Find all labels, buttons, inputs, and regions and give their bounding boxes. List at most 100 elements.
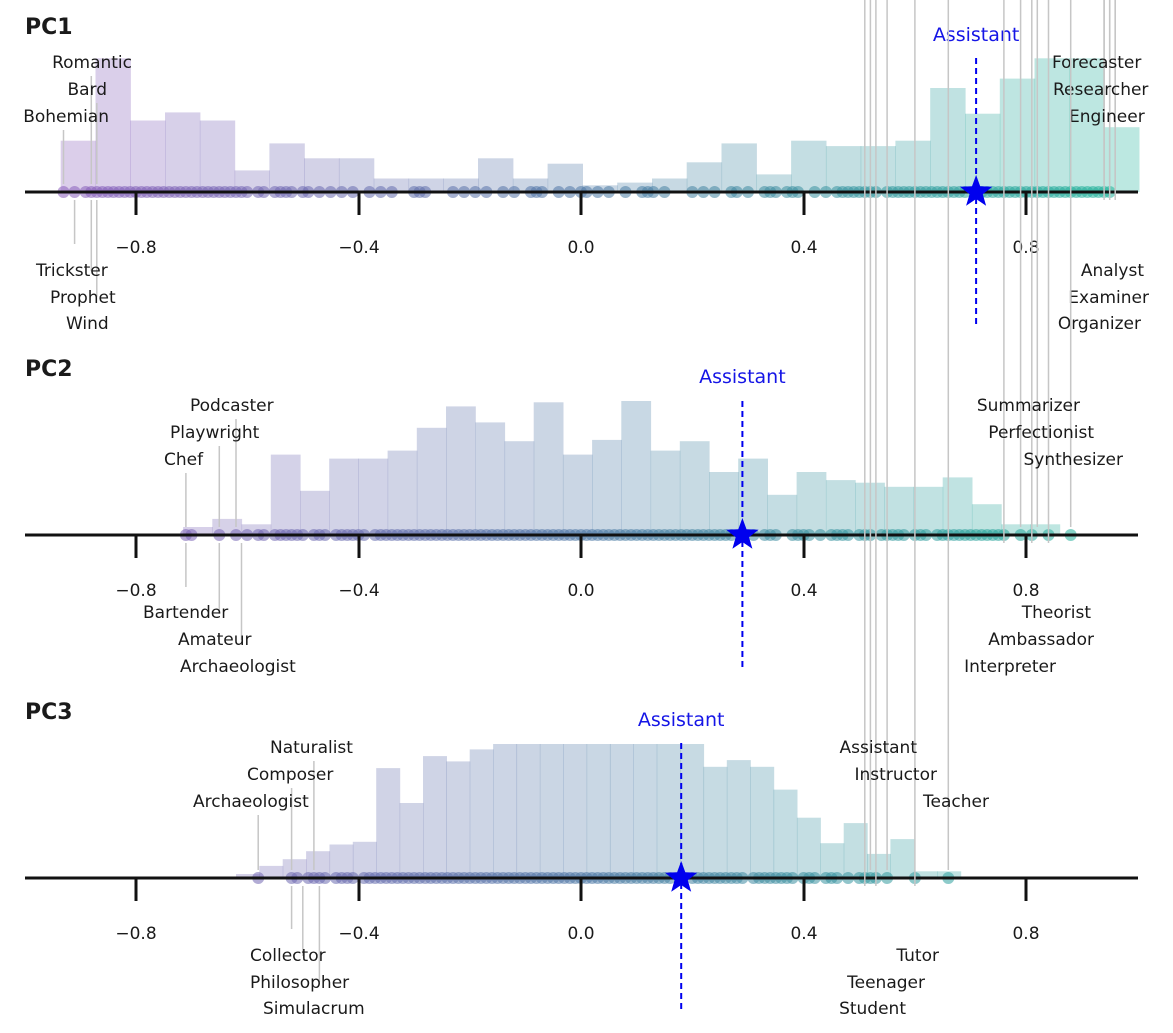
histogram-bar: [825, 480, 856, 535]
leader-lines: [62, 0, 1116, 297]
histogram-bar: [236, 874, 260, 878]
histogram-bar: [726, 760, 751, 878]
histogram-bar: [446, 406, 476, 535]
assistant-star-icon: [665, 861, 698, 892]
histogram-bar: [913, 871, 938, 878]
role-label-bottom: Organizer: [1058, 314, 1141, 334]
role-label-top: Perfectionist: [988, 423, 1094, 443]
histogram-bar: [130, 120, 166, 192]
role-label-bottom: Interpreter: [964, 657, 1056, 677]
histogram-bar: [791, 140, 827, 192]
histogram: [60, 58, 1140, 193]
role-label-top: Composer: [247, 765, 333, 785]
role-label-top: Archaeologist: [193, 792, 309, 812]
tick-label: 0.0: [567, 924, 594, 944]
role-labels: Naturalist Composer Archaeologist Assist…: [193, 738, 989, 1019]
histogram-bar: [563, 744, 588, 878]
role-label-bottom: Prophet: [50, 288, 116, 308]
role-label-bottom: Wind: [66, 314, 109, 334]
histogram-bar: [423, 756, 447, 878]
role-label-bottom: Archaeologist: [180, 657, 296, 677]
histogram: [236, 744, 962, 878]
role-label-top: Playwright: [170, 423, 260, 443]
histogram-bar: [416, 427, 447, 535]
histogram-bar: [592, 439, 622, 535]
histogram-bar: [504, 441, 535, 535]
histogram-bar: [539, 744, 564, 878]
role-label-bottom: Philosopher: [250, 973, 349, 993]
histogram-bar: [329, 458, 359, 535]
histogram-bar: [562, 454, 593, 535]
role-label-bottom: Theorist: [1021, 603, 1092, 623]
role-label-top: Assistant: [840, 738, 918, 758]
assistant-label: Assistant: [933, 24, 1020, 46]
histogram-bar: [633, 744, 658, 878]
histogram-bar: [399, 803, 424, 878]
panel-pc1: PC1 −0.8 −0.4 0.0 0.4 0.8 Romantic Bard …: [23, 0, 1149, 334]
histogram-bar: [650, 450, 681, 535]
histogram-bar: [884, 486, 915, 535]
histogram-bar: [300, 490, 330, 535]
role-label-bottom: Trickster: [35, 261, 108, 281]
histogram-bar: [679, 441, 710, 535]
role-labels: Podcaster Playwright Chef Summarizer Per…: [143, 396, 1123, 677]
histogram-bar: [269, 143, 305, 192]
histogram-bar: [95, 58, 131, 192]
histogram-bar: [890, 839, 915, 878]
role-label-top: Romantic: [52, 53, 132, 73]
histogram-bar: [352, 841, 377, 878]
role-label-bottom: Tutor: [895, 946, 939, 966]
assistant-label: Assistant: [699, 366, 786, 388]
histogram-bar: [617, 182, 653, 193]
tick-label: 0.8: [1012, 238, 1039, 258]
role-label-top: Synthesizer: [1024, 450, 1123, 470]
histogram-bar: [533, 402, 564, 535]
histogram-bar: [387, 450, 418, 535]
histogram-bar: [796, 817, 821, 878]
histogram-bar: [767, 494, 798, 535]
role-label-bottom: Analyst: [1081, 261, 1144, 281]
role-label-bottom: Bartender: [143, 603, 228, 623]
histogram-bar: [609, 744, 634, 878]
histogram-bar: [895, 140, 931, 192]
role-label-bottom: Ambassador: [988, 630, 1094, 650]
role-label-bottom: Examiner: [1068, 288, 1149, 308]
histogram-bar: [709, 472, 739, 535]
panel-pc2: PC2 −0.8 −0.4 0.0 0.4 0.8 Podcaster Play…: [25, 0, 1138, 677]
tick-label: −0.4: [338, 924, 379, 944]
role-label-top: Summarizer: [977, 396, 1080, 416]
assistant-star-icon: [726, 518, 759, 549]
histogram-bar: [165, 112, 201, 192]
tick-label: −0.8: [115, 238, 156, 258]
histogram-bar: [721, 143, 757, 192]
panel-pc3: PC3 −0.8 −0.4 0.0 0.4 0.8 Naturalist Com…: [25, 0, 1138, 1019]
role-label-top: Bohemian: [23, 107, 109, 127]
histogram-bar: [965, 113, 1001, 192]
ticks: −0.8 −0.4 0.0 0.4 0.8: [115, 878, 1040, 944]
histogram-bar: [547, 163, 583, 192]
histogram-bar: [259, 865, 284, 878]
histogram-bar: [703, 766, 728, 878]
role-label-bottom: Student: [839, 999, 906, 1019]
role-label-top: Instructor: [855, 765, 937, 785]
leader-lines: [257, 0, 950, 982]
role-label-top: Teacher: [922, 792, 989, 812]
histogram-bar: [1069, 58, 1105, 192]
histogram-bar: [942, 477, 973, 535]
role-label-top: Podcaster: [190, 396, 274, 416]
role-label-top: Bard: [67, 80, 107, 100]
leader-lines: [185, 0, 1072, 640]
histogram-bar: [999, 78, 1036, 192]
histogram-bar: [860, 146, 896, 192]
histogram-bar: [750, 766, 775, 878]
tick-label: −0.8: [115, 581, 156, 601]
tick-label: 0.8: [1012, 581, 1039, 601]
histogram-bar: [358, 458, 389, 535]
histogram-bar: [270, 454, 301, 535]
tick-label: −0.4: [338, 238, 379, 258]
histogram-bar: [446, 761, 471, 878]
ticks: −0.8 −0.4 0.0 0.4 0.8: [115, 192, 1040, 258]
ticks: −0.8 −0.4 0.0 0.4 0.8: [115, 535, 1040, 601]
tick-label: 0.4: [790, 924, 817, 944]
assistant-star-icon: [959, 175, 993, 206]
